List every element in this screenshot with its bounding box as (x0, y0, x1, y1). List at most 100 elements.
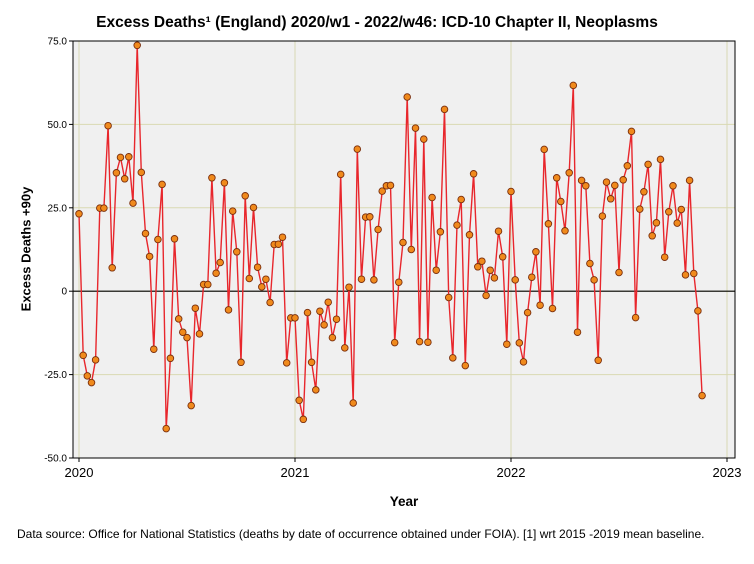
data-point-91 (449, 354, 457, 362)
plot-frame (72, 40, 736, 459)
data-point-69 (357, 275, 366, 283)
data-point-108 (519, 358, 528, 366)
data-point-44 (253, 263, 262, 271)
data-point-104 (503, 340, 511, 348)
data-point-23 (166, 354, 175, 363)
data-point-22 (162, 424, 170, 433)
y-tick-label: 75.0 (48, 37, 68, 48)
tick-labels: -50.0 -25.0 0 25.0 50.0 75.0 2020 2021 2022 2023 (44, 37, 741, 481)
data-point-39 (233, 248, 241, 256)
data-point-36 (220, 179, 229, 187)
x-tick-label: 2020 (65, 465, 94, 480)
data-point-111 (532, 248, 540, 256)
data-point-40 (237, 358, 245, 367)
x-tick-label: 2021 (281, 465, 310, 480)
data-point-96 (469, 170, 478, 178)
data-point-54 (295, 396, 303, 405)
data-point-68 (353, 145, 362, 153)
y-tick-label: -25.0 (44, 370, 67, 381)
data-point-134 (627, 127, 636, 136)
data-point-17 (141, 229, 150, 238)
data-point-117 (557, 197, 565, 206)
data-point-103 (498, 253, 507, 261)
data-point-110 (528, 273, 536, 281)
data-point-80 (403, 93, 411, 101)
data-point-136 (636, 205, 644, 213)
data-source-footnote: Data source: Office for National Statist… (17, 527, 705, 541)
data-point-12 (120, 175, 129, 183)
data-point-149 (690, 269, 698, 278)
data-point-57 (307, 358, 316, 367)
data-point-18 (145, 252, 154, 261)
y-tick-label: 50.0 (48, 120, 68, 131)
data-point-45 (258, 283, 266, 291)
data-point-63 (332, 315, 341, 323)
data-point-94 (461, 361, 470, 370)
data-point-145 (673, 219, 681, 227)
data-point-27 (183, 333, 191, 342)
data-point-37 (224, 306, 233, 314)
data-point-66 (345, 283, 353, 291)
data-point-4 (87, 378, 96, 387)
data-point-20 (154, 235, 162, 244)
data-point-25 (174, 315, 183, 323)
data-point-146 (677, 205, 686, 214)
plot-area (73, 41, 735, 458)
data-point-14 (129, 199, 137, 207)
data-point-78 (395, 278, 403, 286)
data-point-15 (133, 41, 141, 50)
data-point-58 (312, 386, 320, 394)
data-point-85 (424, 338, 432, 346)
data-point-130 (611, 181, 619, 190)
data-point-119 (565, 169, 573, 177)
data-point-9 (108, 264, 116, 272)
data-point-115 (548, 304, 557, 313)
data-point-112 (536, 301, 544, 309)
data-point-30 (195, 330, 204, 338)
x-axis-label: Year (389, 494, 419, 509)
data-point-5 (91, 356, 100, 364)
data-point-67 (349, 399, 357, 407)
data-point-24 (170, 235, 179, 243)
data-point-79 (399, 238, 407, 247)
data-point-33 (208, 174, 216, 182)
data-point-99 (482, 291, 490, 300)
data-point-46 (262, 275, 270, 283)
data-point-73 (374, 225, 382, 234)
data-point-60 (320, 321, 328, 329)
chart-title: Excess Deaths¹ (England) 2020/w1 - 2022/… (96, 14, 658, 31)
data-point-120 (569, 81, 578, 90)
data-point-151 (698, 391, 706, 400)
data-point-121 (573, 328, 582, 336)
data-point-32 (204, 280, 212, 289)
data-point-62 (328, 333, 337, 342)
data-point-64 (336, 170, 345, 179)
data-point-21 (158, 180, 166, 189)
data-point-114 (544, 220, 553, 228)
x-tick-label: 2023 (713, 465, 742, 480)
data-point-87 (432, 266, 440, 274)
data-point-84 (420, 135, 428, 143)
data-point-83 (415, 337, 424, 346)
data-point-41 (241, 192, 249, 200)
data-point-55 (299, 415, 308, 424)
data-point-42 (245, 274, 254, 283)
data-point-107 (515, 339, 524, 347)
data-point-109 (523, 308, 532, 317)
data-point-49 (274, 240, 283, 248)
data-point-76 (386, 181, 395, 190)
y-tick-label: 0 (61, 287, 67, 298)
data-points (75, 41, 706, 433)
data-point-147 (681, 271, 690, 279)
data-point-38 (228, 207, 237, 215)
data-point-1 (75, 210, 83, 218)
data-point-116 (552, 174, 561, 182)
data-point-26 (179, 328, 187, 336)
data-point-92 (453, 221, 461, 229)
data-point-133 (623, 162, 632, 170)
data-point-53 (291, 314, 299, 322)
data-point-131 (615, 268, 623, 277)
data-point-88 (436, 228, 445, 236)
y-tick-label: 25.0 (48, 203, 68, 214)
data-point-113 (540, 145, 548, 154)
